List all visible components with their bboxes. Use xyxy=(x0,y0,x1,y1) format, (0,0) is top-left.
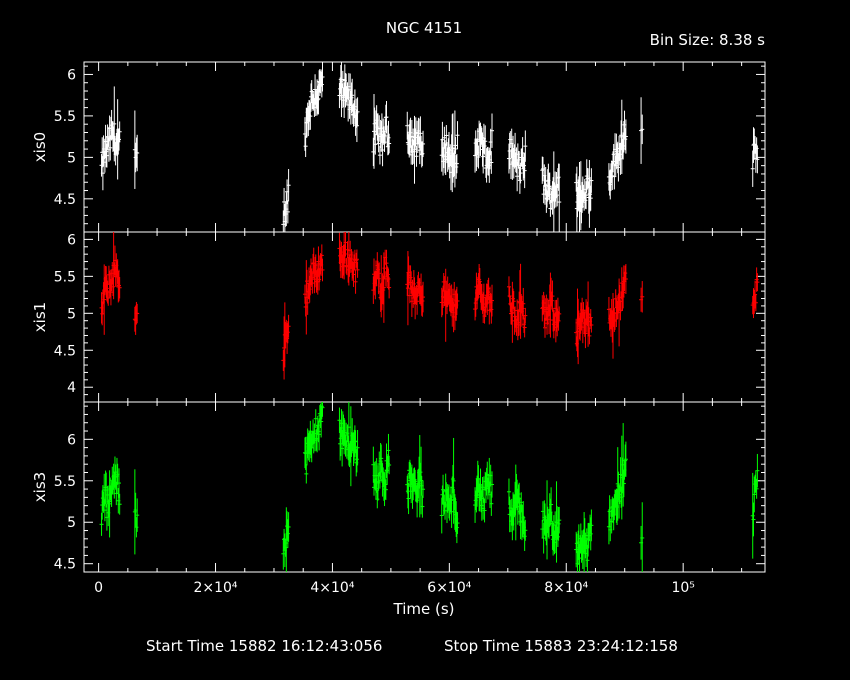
x-tick-label: 4×10⁴ xyxy=(310,580,354,596)
bin-size-label: Bin Size: 8.38 s xyxy=(650,31,766,49)
y-tick-label: 5 xyxy=(67,150,76,166)
y-tick-label: 6 xyxy=(67,232,76,248)
panel-xis3: 4.5 5 5.5 6 xis3 xyxy=(31,401,766,573)
panel-frame xyxy=(83,401,766,573)
stop-time-label: Stop Time 15883 23:24:12:158 xyxy=(444,637,678,655)
data-points xyxy=(99,232,760,380)
y-tick-label: 5 xyxy=(67,306,76,322)
panel-xis1: 4 4.5 5 5.5 6 xis1 xyxy=(31,231,766,403)
y-axis-label: xis1 xyxy=(31,302,49,332)
y-tick-label: 5.5 xyxy=(54,474,76,490)
y-axis-label: xis0 xyxy=(31,132,49,162)
y-tick-label: 4 xyxy=(67,380,76,396)
panel-xis0: 4.5 5 5.5 6 xis0 xyxy=(31,61,766,233)
x-tick-label: 0 xyxy=(94,580,103,596)
y-tick-label: 4.5 xyxy=(54,343,76,359)
y-tick-label: 5.5 xyxy=(54,269,76,285)
y-tick-label: 4.5 xyxy=(54,557,76,573)
y-tick-label: 4.5 xyxy=(54,192,76,208)
y-tick-label: 6 xyxy=(67,432,76,448)
x-axis-label: Time (s) xyxy=(393,600,455,618)
y-tick-label: 6 xyxy=(67,67,76,83)
start-time-label: Start Time 15882 16:12:43:056 xyxy=(146,637,382,655)
x-tick-label: 8×10⁴ xyxy=(544,580,588,596)
y-tick-label: 5.5 xyxy=(54,109,76,125)
data-points xyxy=(99,402,760,572)
y-tick-label: 5 xyxy=(67,515,76,531)
x-tick-label: 10⁵ xyxy=(671,580,694,596)
panels-group: 4.5 5 5.5 6 xis0 4 4.5 5 5.5 6 xis1 4.5 5 5.5 6 xis3 xyxy=(31,61,766,573)
x-tick-label: 2×10⁴ xyxy=(193,580,237,596)
x-tick-label: 6×10⁴ xyxy=(427,580,471,596)
chart-title: NGC 4151 xyxy=(386,19,462,37)
data-points xyxy=(99,62,760,232)
x-axis: 0 2×10⁴ 4×10⁴ 6×10⁴ 8×10⁴ 10⁵ xyxy=(94,580,695,596)
y-axis-label: xis3 xyxy=(31,472,49,502)
